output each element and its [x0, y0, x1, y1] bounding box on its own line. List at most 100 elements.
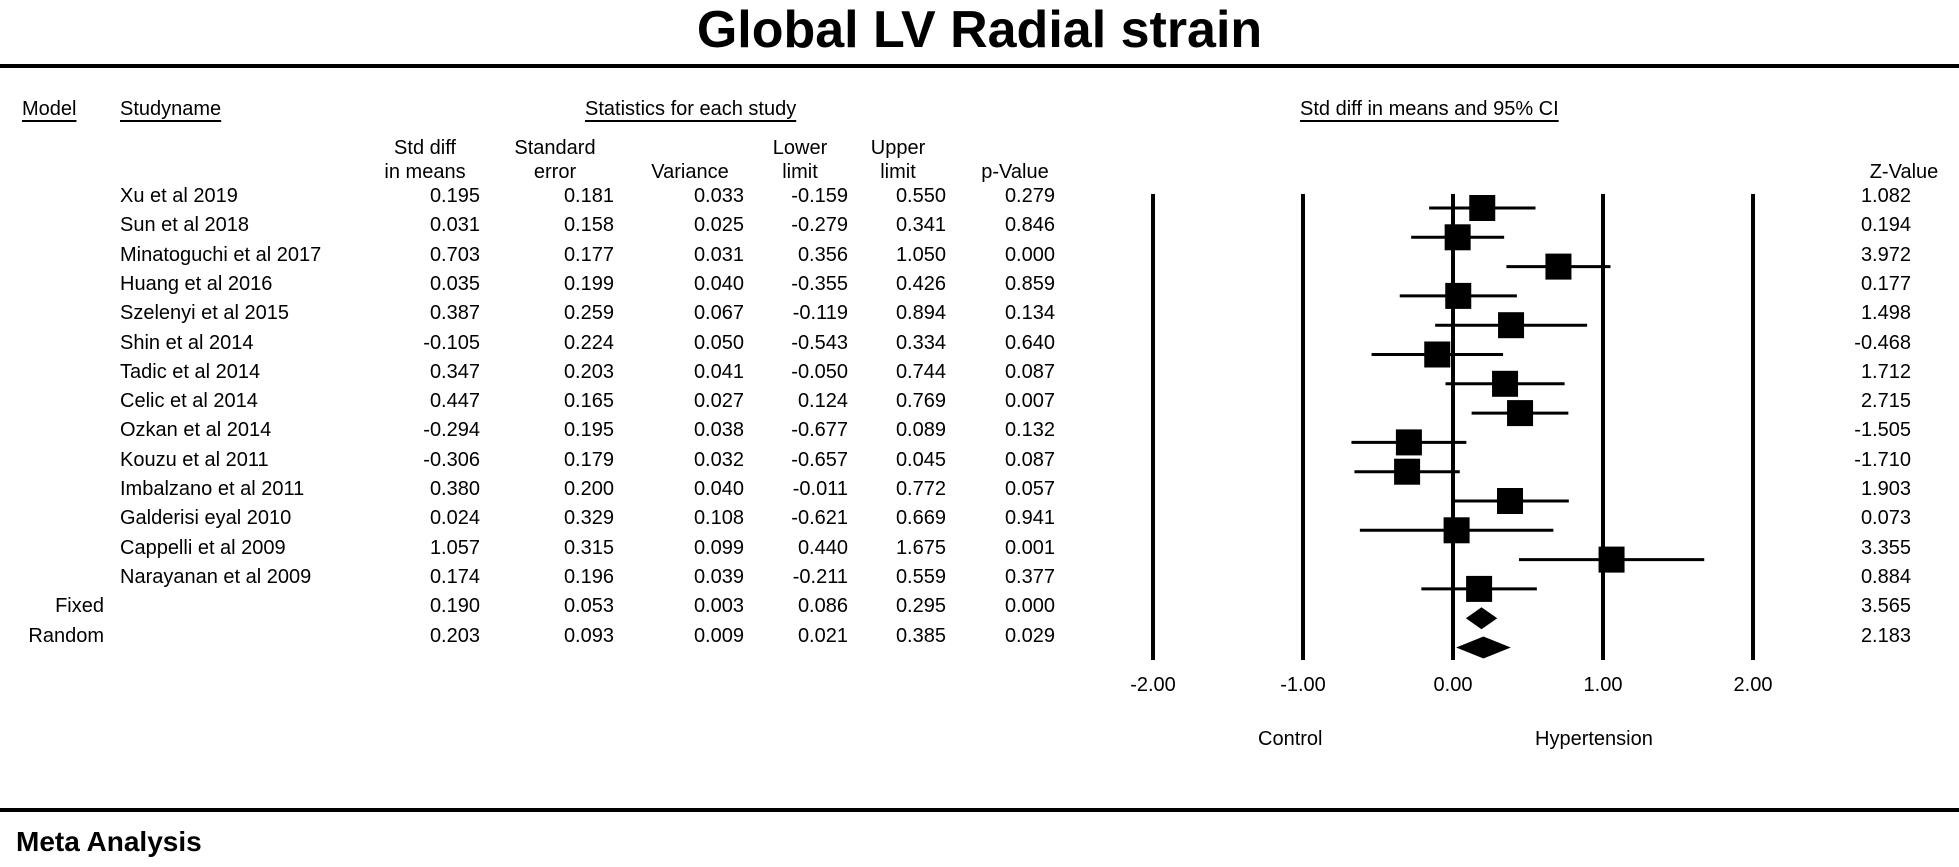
cell-smd: 0.203 — [429, 624, 480, 647]
cell-lower: 0.356 — [797, 243, 848, 266]
cell-se: 0.158 — [563, 214, 614, 237]
col-lower-limit: Lower limit — [740, 136, 860, 184]
cell-var: 0.041 — [693, 360, 744, 383]
axis-tick-label: -1.00 — [1280, 674, 1326, 696]
effect-marker — [1598, 546, 1625, 573]
effect-marker — [1498, 312, 1525, 339]
cell-var: 0.040 — [693, 272, 744, 295]
cell-study: Szelenyi et al 2015 — [120, 302, 290, 325]
header-model: Model — [22, 98, 77, 120]
effect-marker — [1424, 341, 1451, 368]
cell-se: 0.195 — [563, 419, 614, 442]
effect-marker — [1469, 195, 1496, 221]
cell-lower: -0.211 — [792, 565, 848, 588]
cell-se: 0.199 — [563, 272, 614, 295]
cell-se: 0.259 — [563, 302, 614, 325]
cell-lower: -0.355 — [791, 272, 848, 295]
cell-var: 0.031 — [693, 243, 744, 266]
col-lower-line1: Lower — [772, 137, 828, 159]
cell-p: 0.859 — [1004, 272, 1055, 295]
cell-smd: 0.035 — [429, 272, 480, 295]
cell-var: 0.039 — [693, 565, 744, 588]
cell-var: 0.108 — [693, 507, 744, 530]
cell-upper: 0.341 — [895, 214, 946, 237]
cell-lower: -0.159 — [791, 185, 848, 207]
effect-marker — [1445, 282, 1472, 309]
cell-upper: 1.050 — [895, 243, 946, 266]
cell-study: Shin et al 2014 — [120, 331, 254, 354]
axis-label-control: Control — [1258, 728, 1323, 750]
cell-var: 0.099 — [693, 536, 744, 559]
cell-se: 0.196 — [563, 565, 614, 588]
cell-var: 0.067 — [693, 302, 744, 325]
col-std-error-line2: error — [533, 161, 577, 183]
cell-z: 1.903 — [1860, 478, 1911, 500]
cell-upper: 1.675 — [895, 536, 946, 559]
cell-z: -1.710 — [1854, 448, 1911, 471]
cell-p: 0.057 — [1004, 478, 1055, 500]
cell-study: Galderisi eyal 2010 — [120, 507, 292, 530]
cell-var: 0.033 — [693, 185, 744, 207]
col-std-diff-line2: in means — [384, 161, 466, 183]
cell-smd: -0.306 — [423, 448, 480, 471]
cell-p: 0.377 — [1004, 565, 1055, 588]
cell-var: 0.032 — [693, 448, 744, 471]
cell-se: 0.315 — [563, 536, 614, 559]
col-variance: Variance — [651, 161, 729, 183]
cell-smd: 1.057 — [429, 536, 480, 559]
cell-z: 0.177 — [1860, 272, 1911, 295]
footer-title: Meta Analysis — [16, 826, 202, 857]
effect-marker — [1443, 517, 1470, 544]
header-stats-group: Statistics for each study — [585, 98, 797, 120]
cell-se: 0.053 — [563, 595, 614, 618]
cell-study: Huang et al 2016 — [120, 272, 273, 295]
cell-se: 0.200 — [563, 478, 614, 500]
cell-se: 0.177 — [563, 243, 614, 266]
pooled-diamond — [1456, 636, 1511, 659]
effect-marker — [1444, 224, 1471, 251]
top-divider — [0, 64, 1959, 68]
cell-se: 0.329 — [563, 507, 614, 530]
axis-label-hypertension: Hypertension — [1535, 728, 1653, 750]
cell-p: 0.029 — [1004, 624, 1055, 647]
cell-upper: 0.769 — [895, 390, 946, 413]
cell-z: -0.468 — [1854, 331, 1911, 354]
cell-upper: 0.295 — [895, 595, 946, 618]
cell-se: 0.179 — [563, 448, 614, 471]
effect-marker — [1507, 400, 1534, 427]
cell-study: Celic et al 2014 — [120, 390, 258, 413]
cell-lower: -0.279 — [791, 214, 848, 237]
effect-marker — [1394, 458, 1421, 485]
cell-study: Tadic et al 2014 — [120, 360, 261, 383]
header-plot-group: Std diff in means and 95% CI — [1300, 98, 1559, 120]
cell-smd: 0.703 — [429, 243, 480, 266]
cell-model: Random — [28, 624, 104, 647]
cell-p: 0.007 — [1004, 390, 1055, 413]
cell-upper: 0.559 — [895, 565, 946, 588]
cell-z: 1.082 — [1860, 185, 1911, 207]
cell-var: 0.050 — [693, 331, 744, 354]
cell-se: 0.224 — [563, 331, 614, 354]
cell-p: 0.087 — [1004, 360, 1055, 383]
cell-z: 0.194 — [1860, 214, 1911, 237]
cell-study: Ozkan et al 2014 — [120, 419, 272, 442]
cell-p: 0.279 — [1004, 185, 1055, 207]
cell-model: Fixed — [55, 595, 104, 618]
cell-smd: 0.024 — [429, 507, 480, 530]
cell-upper: 0.089 — [895, 419, 946, 442]
cell-smd: 0.447 — [429, 390, 480, 413]
cell-z: 2.183 — [1860, 624, 1911, 647]
cell-study: Narayanan et al 2009 — [120, 565, 312, 588]
cell-p: 0.000 — [1004, 243, 1055, 266]
cell-lower: -0.011 — [792, 478, 848, 500]
col-p-value: p-Value — [981, 161, 1049, 183]
cell-upper: 0.385 — [895, 624, 946, 647]
cell-lower: 0.021 — [797, 624, 848, 647]
cell-upper: 0.334 — [895, 331, 946, 354]
cell-upper: 0.669 — [895, 507, 946, 530]
cell-upper: 0.772 — [895, 478, 946, 500]
col-std-error: Standard error — [495, 136, 615, 184]
cell-lower: 0.440 — [797, 536, 848, 559]
pooled-diamond — [1465, 607, 1498, 630]
